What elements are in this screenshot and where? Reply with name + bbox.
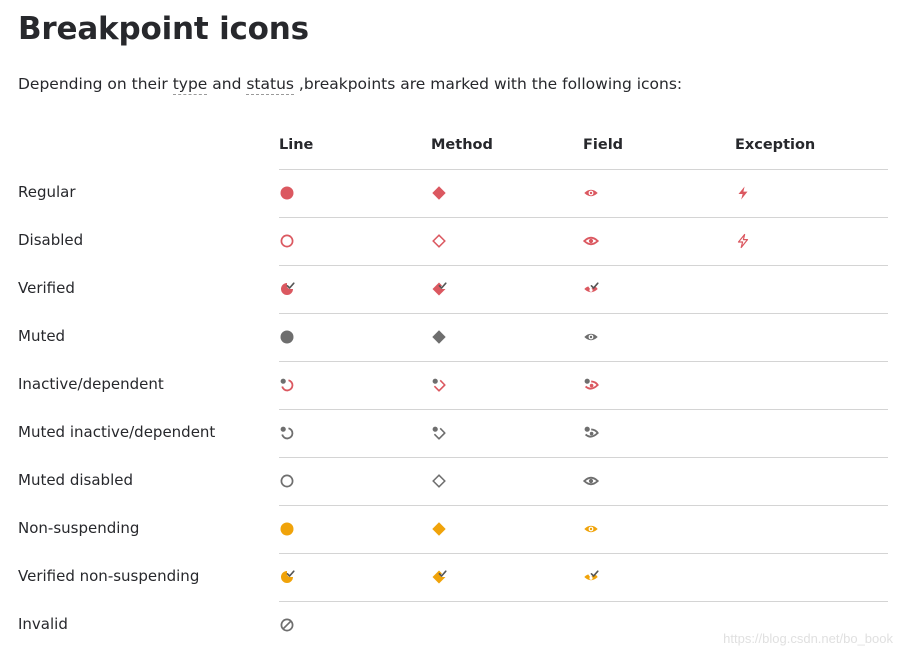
row-label: Muted — [18, 327, 66, 345]
field-verified-non-suspending-icon — [583, 569, 599, 585]
page-title: Breakpoint icons — [18, 11, 309, 47]
column-header-method: Method — [431, 137, 493, 153]
field-muted-disabled-icon — [583, 473, 599, 489]
row-divider — [279, 601, 888, 602]
row-label: Disabled — [18, 231, 84, 249]
method-non-suspending-icon — [431, 521, 447, 537]
line-verified-non-suspending-icon — [279, 569, 295, 585]
field-inactive-dependent-icon — [583, 377, 599, 393]
row-label: Regular — [18, 183, 76, 201]
field-disabled-icon — [583, 233, 599, 249]
method-muted-icon — [431, 329, 447, 345]
row-label: Invalid — [18, 615, 68, 633]
line-disabled-icon — [279, 233, 295, 249]
field-regular-icon — [583, 185, 599, 201]
row-divider — [279, 457, 888, 458]
method-verified-non-suspending-icon — [431, 569, 447, 585]
row-divider — [279, 169, 888, 170]
intro-suffix: ,breakpoints are marked with the followi… — [293, 75, 683, 93]
column-header-field: Field — [583, 137, 624, 153]
line-muted-inactive-dependent-icon — [279, 425, 295, 441]
row-divider — [279, 505, 888, 506]
row-divider — [279, 553, 888, 554]
row-divider — [279, 409, 888, 410]
row-label: Muted inactive/dependent — [18, 423, 216, 441]
row-label: Muted disabled — [18, 471, 133, 489]
line-non-suspending-icon — [279, 521, 295, 537]
line-inactive-dependent-icon — [279, 377, 295, 393]
method-inactive-dependent-icon — [431, 377, 447, 393]
exception-disabled-icon — [735, 233, 751, 249]
row-divider — [279, 313, 888, 314]
field-muted-icon — [583, 329, 599, 345]
method-muted-disabled-icon — [431, 473, 447, 489]
row-label: Non-suspending — [18, 519, 140, 537]
status-term-link[interactable]: status — [246, 75, 294, 95]
method-muted-inactive-dependent-icon — [431, 425, 447, 441]
intro-prefix: Depending on their — [18, 75, 173, 93]
row-label: Inactive/dependent — [18, 375, 164, 393]
row-divider — [279, 265, 888, 266]
line-verified-icon — [279, 281, 295, 297]
method-disabled-icon — [431, 233, 447, 249]
row-label: Verified non-suspending — [18, 567, 200, 585]
row-divider — [279, 361, 888, 362]
intro-middle: and — [207, 75, 247, 93]
field-verified-icon — [583, 281, 599, 297]
method-regular-icon — [431, 185, 447, 201]
exception-regular-icon — [735, 185, 751, 201]
intro-paragraph: Depending on their type and status ,brea… — [18, 73, 682, 95]
type-term-link[interactable]: type — [172, 75, 208, 95]
row-label: Verified — [18, 279, 75, 297]
line-regular-icon — [279, 185, 295, 201]
line-muted-icon — [279, 329, 295, 345]
line-invalid-icon — [279, 617, 295, 633]
field-non-suspending-icon — [583, 521, 599, 537]
column-header-line: Line — [279, 137, 314, 153]
row-divider — [279, 217, 888, 218]
line-muted-disabled-icon — [279, 473, 295, 489]
watermark: https://blog.csdn.net/bo_book — [723, 631, 893, 646]
column-header-exception: Exception — [735, 137, 816, 153]
method-verified-icon — [431, 281, 447, 297]
field-muted-inactive-dependent-icon — [583, 425, 599, 441]
